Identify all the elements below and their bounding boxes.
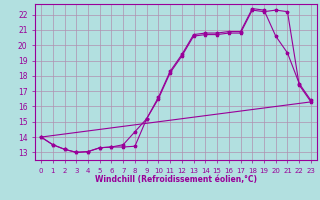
X-axis label: Windchill (Refroidissement éolien,°C): Windchill (Refroidissement éolien,°C) [95, 175, 257, 184]
